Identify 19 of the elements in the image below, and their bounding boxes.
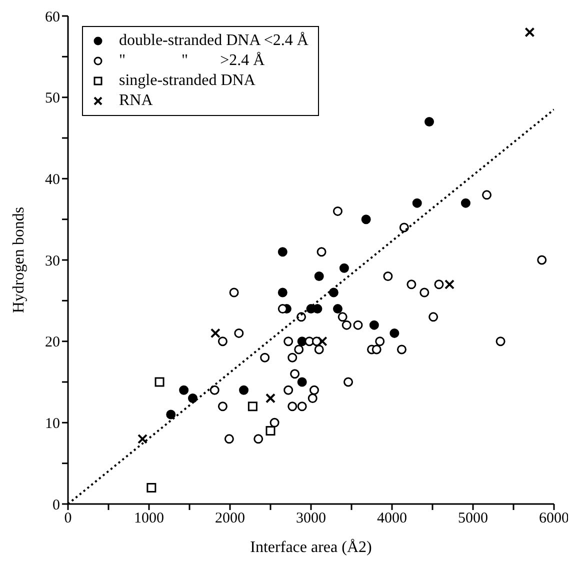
x-tick-label: 0 [64,510,72,527]
x-tick-label: 5000 [458,510,488,527]
x-tick-label: 3000 [296,510,326,527]
legend-label: " " >2.4 Å [119,51,265,71]
x-tick-label: 2000 [215,510,245,527]
y-tick-label: 40 [45,172,60,188]
legend-label: RNA [119,91,153,111]
x-axis-title: Interface area (Å2) [250,538,372,556]
x-tick-label: 4000 [377,510,407,527]
y-tick-label: 10 [45,416,60,432]
y-tick-label: 0 [52,497,60,514]
y-axis-title: Hydrogen bonds [10,206,28,314]
legend-label: double-stranded DNA <2.4 Å [119,31,308,51]
legend-label: single-stranded DNA [119,71,256,91]
x-tick-label: 1000 [134,510,164,527]
y-tick-label: 20 [45,334,60,351]
y-tick-label: 60 [45,9,60,26]
y-tick-label: 30 [45,253,60,270]
y-tick-label: 50 [45,90,60,107]
